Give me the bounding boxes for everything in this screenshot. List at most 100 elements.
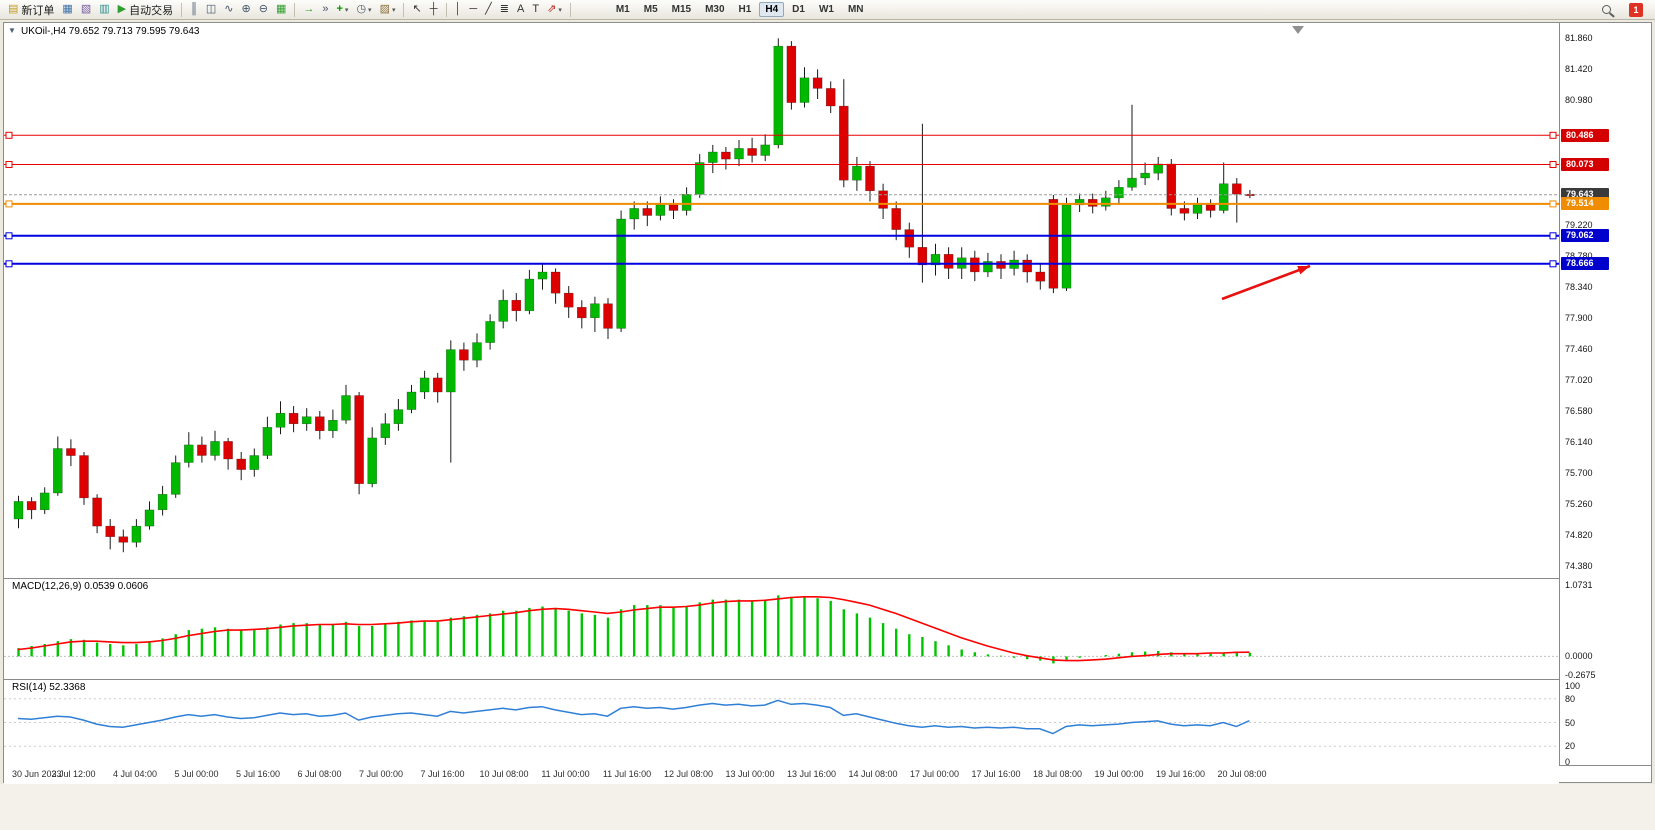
periods-button-dropdown[interactable]: ▾	[368, 6, 372, 14]
rsi-axis-label: 100	[1565, 681, 1581, 691]
bar-chart-icon: ║	[190, 3, 198, 15]
price-axis-label: 81.860	[1565, 33, 1593, 44]
terminal-button[interactable]: ▥	[95, 1, 113, 18]
profiles-icon: ▧	[80, 3, 92, 15]
templates-button[interactable]: ▨ ▾	[376, 1, 400, 18]
tile-windows-icon: ▦	[275, 3, 287, 15]
autotrading-icon: ▶	[117, 3, 127, 15]
new-order-button-label: 新订单	[21, 4, 55, 17]
one-click-trading-toggle[interactable]: ▼	[8, 26, 16, 35]
time-axis-label: 5 Jul 00:00	[174, 769, 219, 779]
timeframe-toolbar: M1 M5 M15 M30 H1 H4 D1 W1 MN	[609, 2, 871, 17]
trendline-button[interactable]: ╱	[481, 1, 496, 18]
time-axis-label: 7 Jul 16:00	[420, 769, 465, 779]
vertical-line-icon: │	[454, 3, 462, 15]
price-axis-label: 76.580	[1565, 406, 1593, 416]
vertical-line-button[interactable]: │	[451, 1, 466, 18]
price-axis-label: 81.420	[1565, 64, 1593, 75]
price-axis[interactable]: 81.860 81.420 80.980 79.220 78.780 78.340 77.9…	[1560, 23, 1651, 767]
search-button[interactable]	[1596, 1, 1619, 18]
timeframe-button-m1[interactable]: M1	[615, 4, 630, 15]
trendline-icon: ╱	[485, 3, 492, 15]
new-order-icon: ▤	[8, 3, 19, 15]
price-axis-label: 78.340	[1565, 281, 1593, 292]
new-chart-button[interactable]: ▦	[58, 1, 76, 18]
time-axis-label: 19 Jul 00:00	[1094, 769, 1144, 779]
chart-svg[interactable]	[4, 23, 1559, 765]
line-chart-button[interactable]: ∿	[220, 1, 237, 18]
tile-windows-button[interactable]: ▦	[272, 1, 290, 18]
pane-divider-rsi[interactable]	[4, 679, 1651, 680]
macd-histogram	[17, 595, 1252, 664]
time-axis-label: 7 Jul 00:00	[358, 769, 404, 779]
timeframe-button-m15[interactable]: M15	[671, 4, 692, 15]
arrows-button-dropdown[interactable]: ▾	[558, 6, 562, 14]
time-axis-label: 3 Jul 12:00	[51, 769, 96, 779]
terminal-icon: ▥	[99, 3, 110, 15]
periods-button[interactable]: ◷ ▾	[352, 1, 375, 18]
zoom-in-button[interactable]: ⊕	[238, 1, 255, 18]
indicators-button[interactable]: + ▾	[332, 1, 352, 18]
search-icon	[1602, 5, 1615, 17]
horizontal-line-button[interactable]: ─	[465, 1, 481, 18]
rsi-indicator-label: RSI(14) 52.3368	[12, 682, 86, 693]
candlestick-chart-button[interactable]: ◫	[202, 1, 220, 18]
text-icon: A	[517, 3, 525, 15]
auto-scroll-button[interactable]: →	[299, 1, 318, 18]
chart-symbol-label: UKOil-,H4 79.652 79.713 79.595 79.643	[21, 26, 200, 37]
cursor-button[interactable]: ↖	[408, 1, 425, 18]
candlestick-chart-icon: ◫	[205, 3, 217, 15]
price-axis-label: 75.700	[1565, 468, 1593, 479]
rsi-level-lines	[4, 698, 1559, 747]
price-axis-label: 75.260	[1565, 499, 1593, 510]
indicators-icon: +	[336, 3, 343, 15]
horizontal-line-objects	[4, 131, 1559, 268]
toolbar-separator	[294, 2, 296, 17]
time-axis-label: 20 Jul 08:00	[1217, 769, 1267, 779]
price-axis-label: 77.460	[1565, 343, 1593, 354]
timeframe-button-mn[interactable]: MN	[847, 4, 864, 15]
chart-shift-button[interactable]: »	[318, 1, 332, 18]
zoom-out-button[interactable]: ⊖	[255, 1, 272, 18]
timeframe-button-h1[interactable]: H1	[738, 4, 752, 15]
notification-badge[interactable]: 1	[1629, 2, 1643, 17]
fibonacci-button[interactable]: ≣	[496, 1, 513, 18]
auto-scroll-icon: →	[303, 3, 315, 15]
pane-divider-macd[interactable]	[4, 578, 1651, 579]
time-axis-label: 18 Jul 08:00	[1032, 769, 1083, 779]
workspace-background	[0, 784, 1655, 830]
rsi-line	[17, 699, 1250, 735]
price-axis-label: 79.220	[1565, 219, 1593, 230]
timeframe-button-m5[interactable]: M5	[643, 4, 658, 15]
autotrading-button[interactable]: ▶ 自动交易	[114, 1, 177, 18]
price-badge: 80.486	[1561, 128, 1609, 142]
new-chart-icon: ▦	[62, 3, 73, 15]
zoom-out-icon: ⊖	[258, 3, 268, 15]
timeframe-button-m30[interactable]: M30	[705, 4, 725, 15]
templates-button-dropdown[interactable]: ▾	[391, 6, 396, 14]
arrows-button[interactable]: ⇗ ▾	[543, 1, 566, 18]
arrows-icon: ⇗	[547, 3, 557, 15]
price-axis-label: 77.020	[1565, 375, 1593, 385]
text-label-button[interactable]: T	[528, 1, 543, 18]
timeframe-button-d1[interactable]: D1	[792, 4, 805, 15]
time-axis-label: 17 Jul 00:00	[909, 769, 960, 779]
price-badge: 79.062	[1561, 229, 1609, 243]
time-axis[interactable]: 30 Jun 2023 3 Jul 12:00 4 Jul 04:00 5 Jul 0…	[4, 765, 1559, 784]
indicators-button-dropdown[interactable]: ▾	[344, 6, 349, 14]
timeframe-button-w1[interactable]: W1	[818, 4, 834, 15]
profiles-button[interactable]: ▧	[77, 1, 95, 18]
text-button[interactable]: A	[513, 1, 528, 18]
new-order-button[interactable]: ▤ 新订单	[4, 1, 58, 18]
periods-icon: ◷	[356, 3, 367, 15]
rsi-axis-label: 0	[1565, 757, 1571, 767]
time-axis-label: 13 Jul 16:00	[786, 769, 837, 779]
crosshair-icon: ┼	[429, 3, 438, 15]
bar-chart-button[interactable]: ║	[186, 1, 202, 18]
toolbar: ▤ 新订单 ▦ ▧ ▥ ▶ 自动交易 ║ ◫ ∿ ⊕ ⊖ ▦ →» + ▾ ◷ ▾ ▨ ▾ ↖ ┼ │ ─ ╱ ≣ A T ⇗ ▾ M1 M…	[0, 0, 1655, 20]
crosshair-button[interactable]: ┼	[426, 1, 442, 18]
macd-axis-label: 0.0000	[1565, 651, 1593, 662]
timeframe-button-h4[interactable]: H4	[759, 2, 785, 17]
rsi-axis-label: 50	[1565, 717, 1576, 728]
